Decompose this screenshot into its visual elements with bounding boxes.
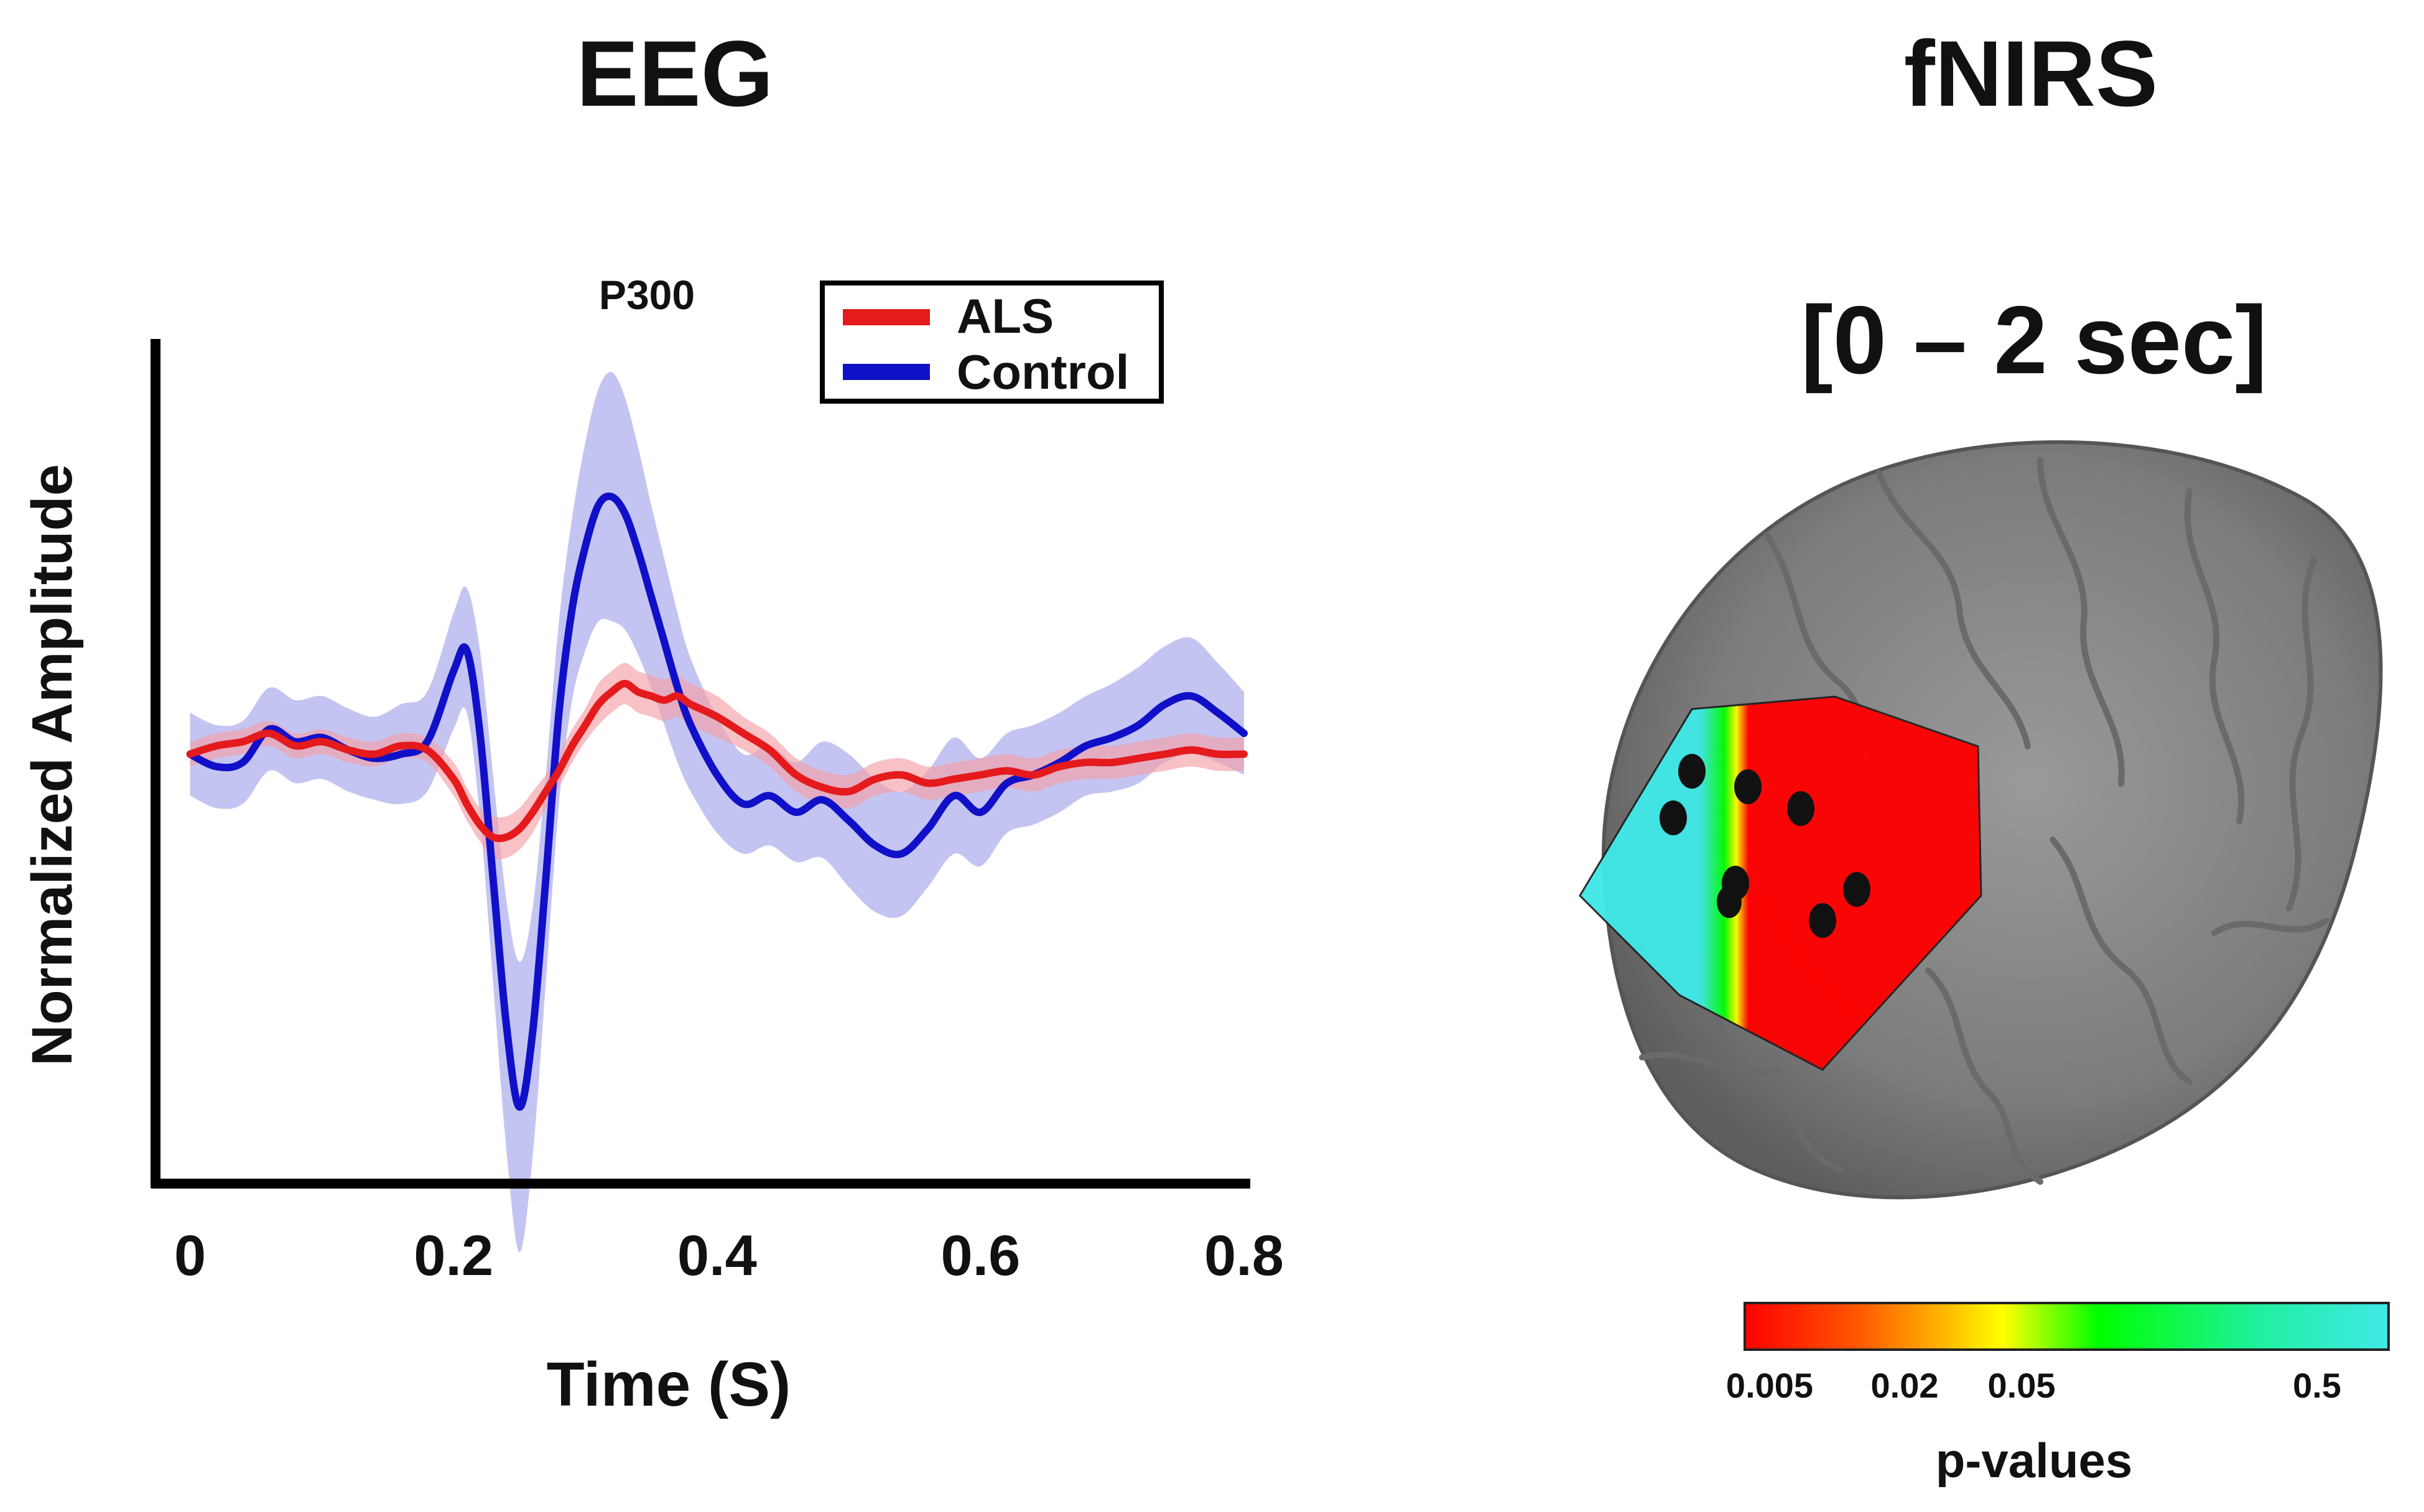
legend-label-control: Control (957, 345, 1129, 399)
optode-markers (1660, 754, 1870, 938)
optode (1717, 886, 1742, 918)
fnirs-time-window: [0 – 2 sec] (1801, 286, 2267, 394)
band-control (190, 372, 1245, 1253)
legend-box (820, 281, 1164, 404)
colorbar-label: 0.005 (1726, 1366, 1813, 1405)
line-als (186, 680, 1248, 843)
series-lines (186, 492, 1248, 1111)
p300-annotation: P300 (599, 272, 695, 318)
optode (1678, 754, 1706, 789)
colorbar-label: 0.05 (1988, 1366, 2056, 1405)
fnirs-title: fNIRS (1904, 21, 2158, 126)
optode (1843, 872, 1870, 907)
colorbar-title: p-values (1936, 1433, 2132, 1488)
confidence-bands (190, 372, 1245, 1253)
colorbar: 0.005 0.02 0.05 0.5 p-values (1726, 1302, 2390, 1488)
colorbar-label: 0.5 (2293, 1366, 2341, 1405)
line-control (186, 492, 1248, 1111)
x-tick-label: 0.4 (677, 1224, 757, 1287)
x-ticks: 0 0.2 0.4 0.6 0.8 (174, 1224, 1284, 1287)
y-axis-label: Normalized Amplitude (21, 464, 84, 1066)
legend: ALS Control (820, 281, 1164, 404)
optode (1809, 903, 1836, 938)
optode (1787, 791, 1814, 826)
colorbar-gradient (1744, 1302, 2390, 1351)
band-als (190, 662, 1245, 860)
optode (1734, 769, 1762, 804)
activation-map (1579, 695, 1982, 1071)
x-tick-label: 0.6 (940, 1224, 1020, 1287)
colorbar-label: 0.02 (1871, 1366, 1939, 1405)
x-tick-label: 0 (174, 1224, 206, 1287)
brain-rendering (1579, 440, 2383, 1200)
x-tick-label: 0.8 (1204, 1224, 1284, 1287)
eeg-chart: 0 0.2 0.4 0.6 0.8 Normalized Amplitude Time … (21, 272, 1284, 1419)
legend-label-als: ALS (957, 289, 1054, 343)
x-tick-label: 0.2 (414, 1224, 493, 1287)
eeg-title: EEG (577, 21, 774, 126)
brain-sulci (1639, 457, 2329, 1185)
x-axis-label: Time (S) (547, 1350, 791, 1419)
optode (1660, 800, 1687, 835)
